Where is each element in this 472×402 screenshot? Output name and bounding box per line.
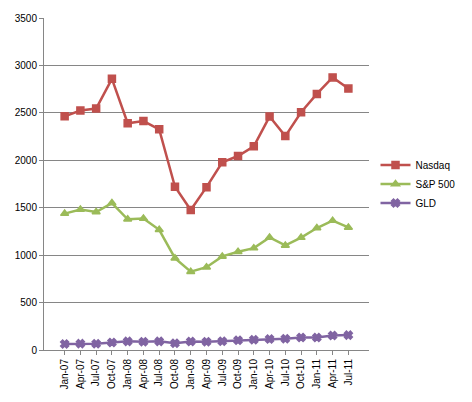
svg-text:Jul-11: Jul-11 <box>343 359 354 386</box>
svg-text:1500: 1500 <box>15 202 38 213</box>
svg-text:Oct-10: Oct-10 <box>295 359 306 389</box>
svg-text:Apr-10: Apr-10 <box>264 359 275 389</box>
svg-text:Nasdaq: Nasdaq <box>416 160 450 171</box>
svg-text:3000: 3000 <box>15 60 38 71</box>
svg-text:Oct-09: Oct-09 <box>232 359 243 389</box>
svg-text:2500: 2500 <box>15 107 38 118</box>
svg-text:GLD: GLD <box>416 198 437 209</box>
svg-text:Apr-11: Apr-11 <box>327 359 338 389</box>
svg-text:3500: 3500 <box>15 13 38 24</box>
svg-text:S&P 500: S&P 500 <box>416 179 456 190</box>
svg-text:1000: 1000 <box>15 250 38 261</box>
svg-text:Jan-09: Jan-09 <box>185 359 196 390</box>
svg-text:Jul-10: Jul-10 <box>280 359 291 387</box>
svg-text:Apr-08: Apr-08 <box>138 359 149 389</box>
svg-text:Jan-07: Jan-07 <box>59 359 70 390</box>
svg-text:Jan-11: Jan-11 <box>311 359 322 389</box>
svg-text:Apr-07: Apr-07 <box>75 359 86 389</box>
svg-text:Apr-09: Apr-09 <box>201 359 212 389</box>
svg-text:Jan-08: Jan-08 <box>122 359 133 390</box>
svg-text:Oct-08: Oct-08 <box>169 359 180 389</box>
svg-text:Jan-10: Jan-10 <box>248 359 259 390</box>
svg-text:Jul-07: Jul-07 <box>90 359 101 387</box>
svg-text:2000: 2000 <box>15 155 38 166</box>
svg-text:Jul-09: Jul-09 <box>217 359 228 387</box>
svg-text:Oct-07: Oct-07 <box>106 359 117 389</box>
svg-text:Jul-08: Jul-08 <box>153 359 164 387</box>
svg-text:0: 0 <box>31 345 37 356</box>
svg-text:500: 500 <box>20 297 37 308</box>
